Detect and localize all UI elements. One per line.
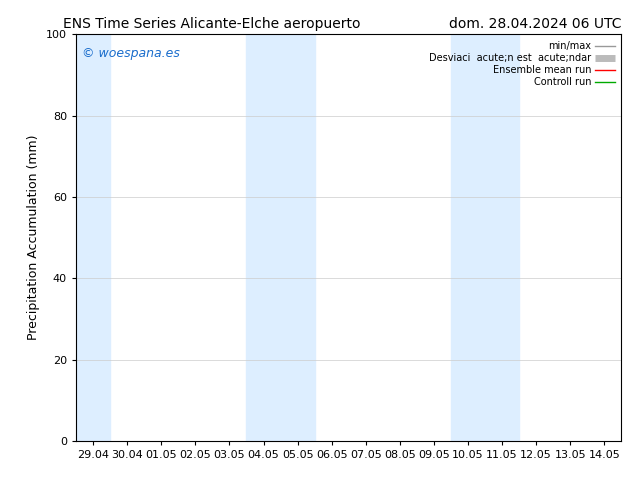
- Text: dom. 28.04.2024 06 UTC: dom. 28.04.2024 06 UTC: [449, 17, 621, 31]
- Legend: min/max, Desviaci  acute;n est  acute;ndar, Ensemble mean run, Controll run: min/max, Desviaci acute;n est acute;ndar…: [427, 39, 616, 89]
- Text: ENS Time Series Alicante-Elche aeropuerto: ENS Time Series Alicante-Elche aeropuert…: [63, 17, 361, 31]
- Bar: [76, 34, 110, 441]
- Text: © woespana.es: © woespana.es: [82, 47, 179, 59]
- Title: ENS Time Series Alicante-Elche aeropuerto      dom. 28.04.2024 06 UTC: ENS Time Series Alicante-Elche aeropuert…: [0, 489, 1, 490]
- Bar: [451, 34, 519, 441]
- Y-axis label: Precipitation Accumulation (mm): Precipitation Accumulation (mm): [27, 135, 41, 341]
- Bar: [247, 34, 314, 441]
